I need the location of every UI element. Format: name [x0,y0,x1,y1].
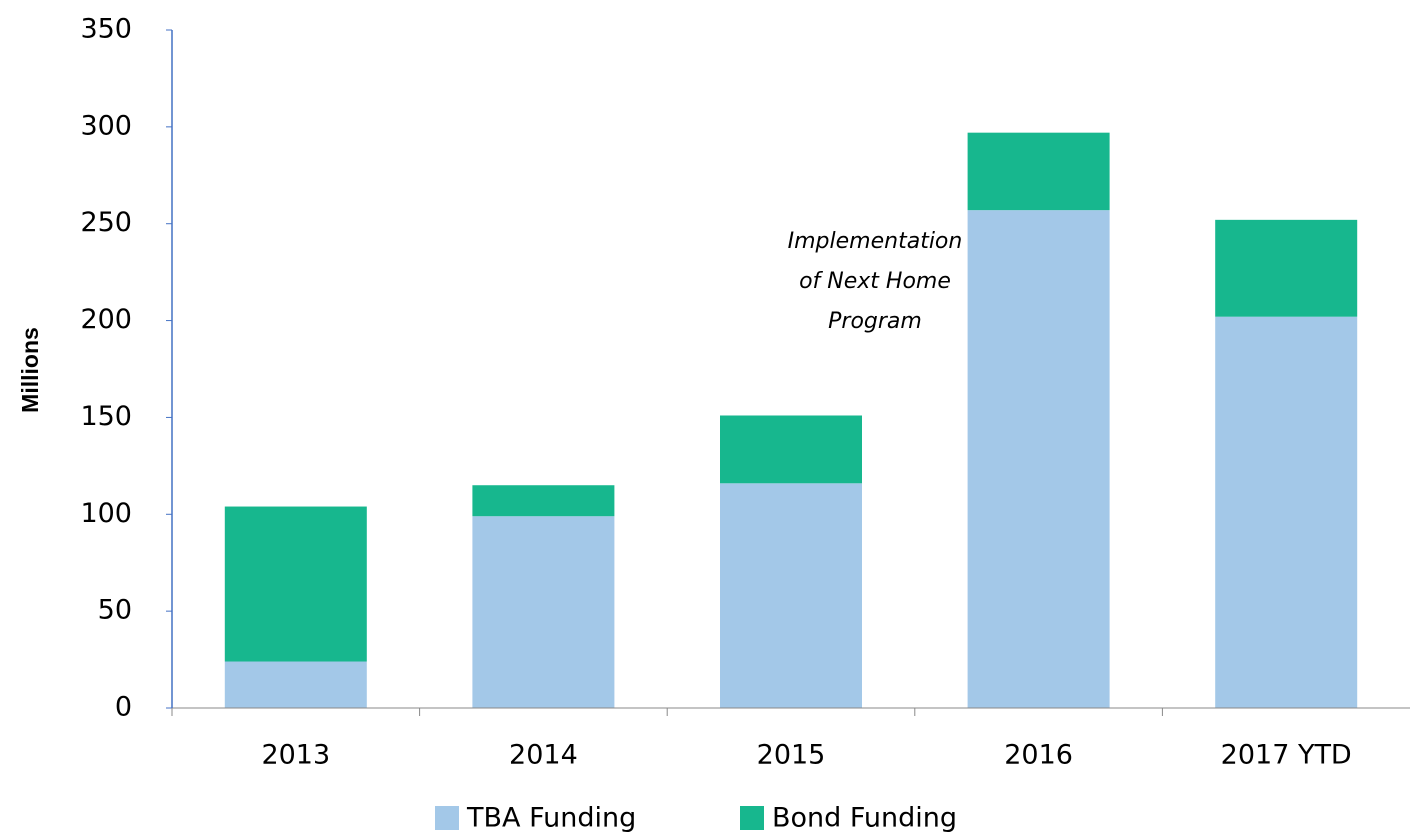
legend-swatch [740,806,764,830]
bar-segment [472,516,614,708]
bar-segment [720,483,862,708]
legend-label: TBA Funding [466,803,636,834]
legend-swatch [435,806,459,830]
y-tick-label: 50 [98,595,132,626]
bar-segment [225,662,367,708]
annotation: Implementation [788,229,963,254]
y-tick-label: 0 [115,692,132,723]
x-tick-label: 2017 YTD [1221,740,1352,771]
page: Millions 0 50 100 150 200 250 300 350 2013 2014 20… [0,0,1410,834]
bar-segment [968,210,1110,708]
legend-label: Bond Funding [772,803,957,834]
y-tick-label: 350 [80,14,132,45]
x-tick-label: 2016 [1004,740,1073,771]
bar-segment [968,133,1110,210]
y-axis-label: Millions [17,327,43,413]
bar-segment [472,485,614,516]
bar-segment [720,415,862,483]
annotation: of Next Home [799,269,951,294]
x-tick-label: 2013 [261,740,330,771]
annotation: Program [828,309,922,334]
y-tick-label: 250 [80,207,132,238]
chart: Millions 0 50 100 150 200 250 300 350 2013 2014 20… [0,0,1410,834]
bar-segment [1215,317,1357,708]
y-tick-label: 300 [80,110,132,141]
x-tick-label: 2015 [757,740,826,771]
y-tick-label: 100 [80,498,132,529]
y-tick-label: 150 [80,401,132,432]
y-tick-label: 200 [80,304,132,335]
bar-segment [1215,220,1357,317]
bar-segment [225,507,367,662]
x-tick-label: 2014 [509,740,578,771]
